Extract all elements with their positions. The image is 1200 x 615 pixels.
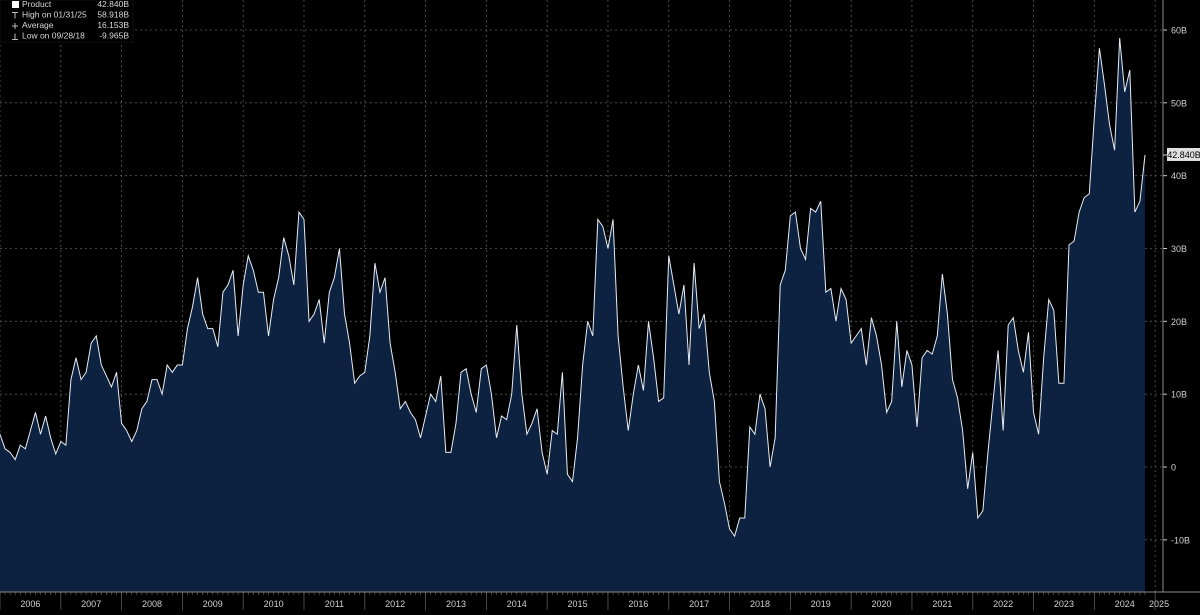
x-tick-label: 2018 [750,599,770,609]
x-tick-label: 2023 [1054,599,1074,609]
x-tick-label: 2015 [568,599,588,609]
x-tick-label: 2016 [628,599,648,609]
legend-square-icon [12,1,19,8]
y-tick-label: 40B [1171,171,1187,181]
legend: Product 42.840B High on 01/31/25 58.918B Ave… [0,0,134,43]
y-tick-label: 50B [1171,98,1187,108]
x-tick-label: 2006 [20,599,40,609]
x-tick-label: 2012 [385,599,405,609]
low-marker-icon [12,33,18,40]
legend-label: Product [22,0,52,9]
y-tick-label: 60B [1171,26,1187,36]
x-tick-label: 2021 [932,599,952,609]
series-line-product [0,37,1146,538]
y-tick-label: 30B [1171,244,1187,254]
x-tick-label: 2022 [993,599,1013,609]
x-tick-label: 2007 [81,599,101,609]
legend-label: High on 01/31/25 [22,10,87,20]
high-marker-icon [12,12,18,19]
legend-value: 16.153B [97,20,129,30]
y-tick-label: 20B [1171,317,1187,327]
y-tick-label: 0 [1171,463,1176,473]
legend-box [0,0,134,43]
legend-label: Low on 09/28/18 [22,31,85,41]
x-tick-label: 2009 [203,599,223,609]
y-tick-label: 10B [1171,390,1187,400]
x-tick-label: 2025 [1149,599,1169,609]
area-series [0,37,1146,592]
legend-label: Average [22,20,54,30]
last-value-label: 42.840B [1167,150,1200,160]
x-tick-label: 2014 [507,599,527,609]
legend-value: -9.965B [99,31,129,41]
x-tick-label: 2013 [446,599,466,609]
legend-value: 58.918B [97,10,129,20]
area-fill [0,38,1145,592]
x-tick-label: 2010 [264,599,284,609]
y-tick-label: -10B [1171,535,1190,545]
x-tick-label: 2020 [872,599,892,609]
x-tick-label: 2011 [325,599,344,609]
x-tick-label: 2019 [811,599,831,609]
average-marker-icon [12,23,18,29]
x-tick-label: 2017 [689,599,709,609]
legend-value: 42.840B [97,0,129,9]
x-tick-label: 2024 [1115,599,1135,609]
last-value-tag [1167,147,1200,161]
x-tick-label: 2008 [142,599,162,609]
